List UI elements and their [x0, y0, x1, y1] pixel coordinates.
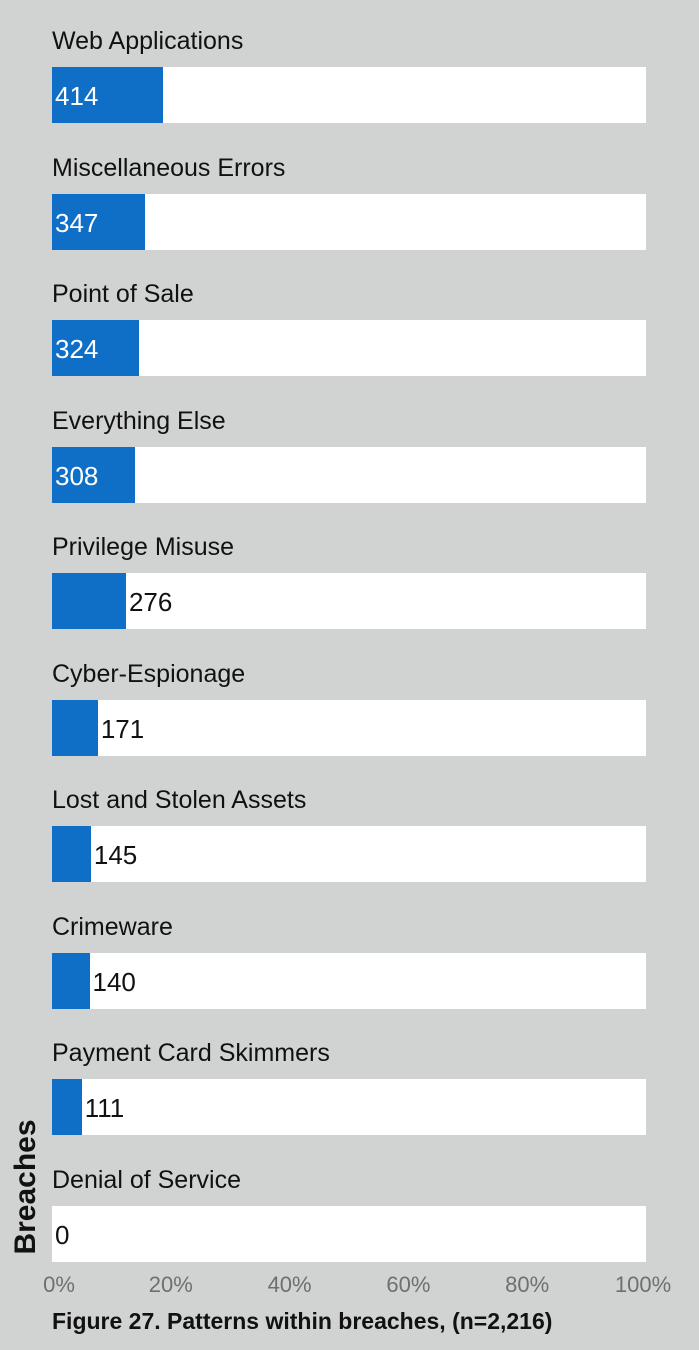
- figure-caption: Figure 27. Patterns within breaches, (n=…: [52, 1308, 553, 1334]
- bar-track: 145: [52, 826, 646, 882]
- category-label: Lost and Stolen Assets: [52, 786, 307, 814]
- category-label: Point of Sale: [52, 280, 194, 308]
- x-tick-label: 60%: [386, 1272, 431, 1297]
- bar-track: 140: [52, 952, 646, 1009]
- bar-track: 276: [52, 573, 646, 629]
- bar-value-label: 324: [55, 334, 99, 364]
- bar-track: 308: [52, 446, 646, 503]
- category-label: Cyber-Espionage: [52, 659, 246, 688]
- bar: [52, 67, 163, 123]
- category-label: Denial of Service: [52, 1165, 241, 1194]
- category-label: Payment Card Skimmers: [52, 1039, 330, 1067]
- bar: [52, 446, 135, 503]
- bar-value-label: 145: [93, 840, 138, 870]
- y-axis-label: Breaches: [9, 1119, 42, 1255]
- bar: [52, 952, 90, 1009]
- category-label: Miscellaneous Errors: [52, 153, 286, 182]
- x-tick-label: 0%: [43, 1272, 75, 1297]
- bar-value-label: 276: [128, 587, 173, 617]
- bar-track: 111: [52, 1079, 646, 1135]
- bar-value-label: 308: [55, 460, 99, 491]
- bar-value-label: 171: [100, 713, 145, 744]
- bar-value-label: 111: [84, 1093, 125, 1123]
- bar-value-label: 347: [55, 207, 99, 238]
- category-label: Web Applications: [52, 27, 244, 55]
- category-label: Privilege Misuse: [52, 533, 235, 561]
- x-tick-label: 100%: [614, 1272, 672, 1297]
- bar-track: 347: [52, 193, 646, 250]
- x-tick-label: 40%: [267, 1272, 312, 1297]
- bar-track: 414: [52, 67, 646, 123]
- bar: [52, 826, 91, 882]
- x-tick-label: 20%: [148, 1272, 193, 1297]
- bar: [52, 699, 98, 756]
- bar-value-label: 414: [55, 81, 99, 111]
- bar-track: 171: [52, 699, 646, 756]
- bar-value-label: 0: [55, 1219, 70, 1250]
- bar-track: 0: [52, 1205, 646, 1262]
- category-label: Everything Else: [52, 406, 226, 435]
- bar: [52, 1079, 82, 1135]
- x-tick-label: 80%: [505, 1272, 550, 1297]
- bar: [52, 573, 126, 629]
- bar: [52, 320, 139, 376]
- bar-track: 324: [52, 320, 646, 376]
- bar: [52, 193, 145, 250]
- bar-value-label: 140: [92, 966, 136, 997]
- category-label: Crimeware: [52, 912, 173, 941]
